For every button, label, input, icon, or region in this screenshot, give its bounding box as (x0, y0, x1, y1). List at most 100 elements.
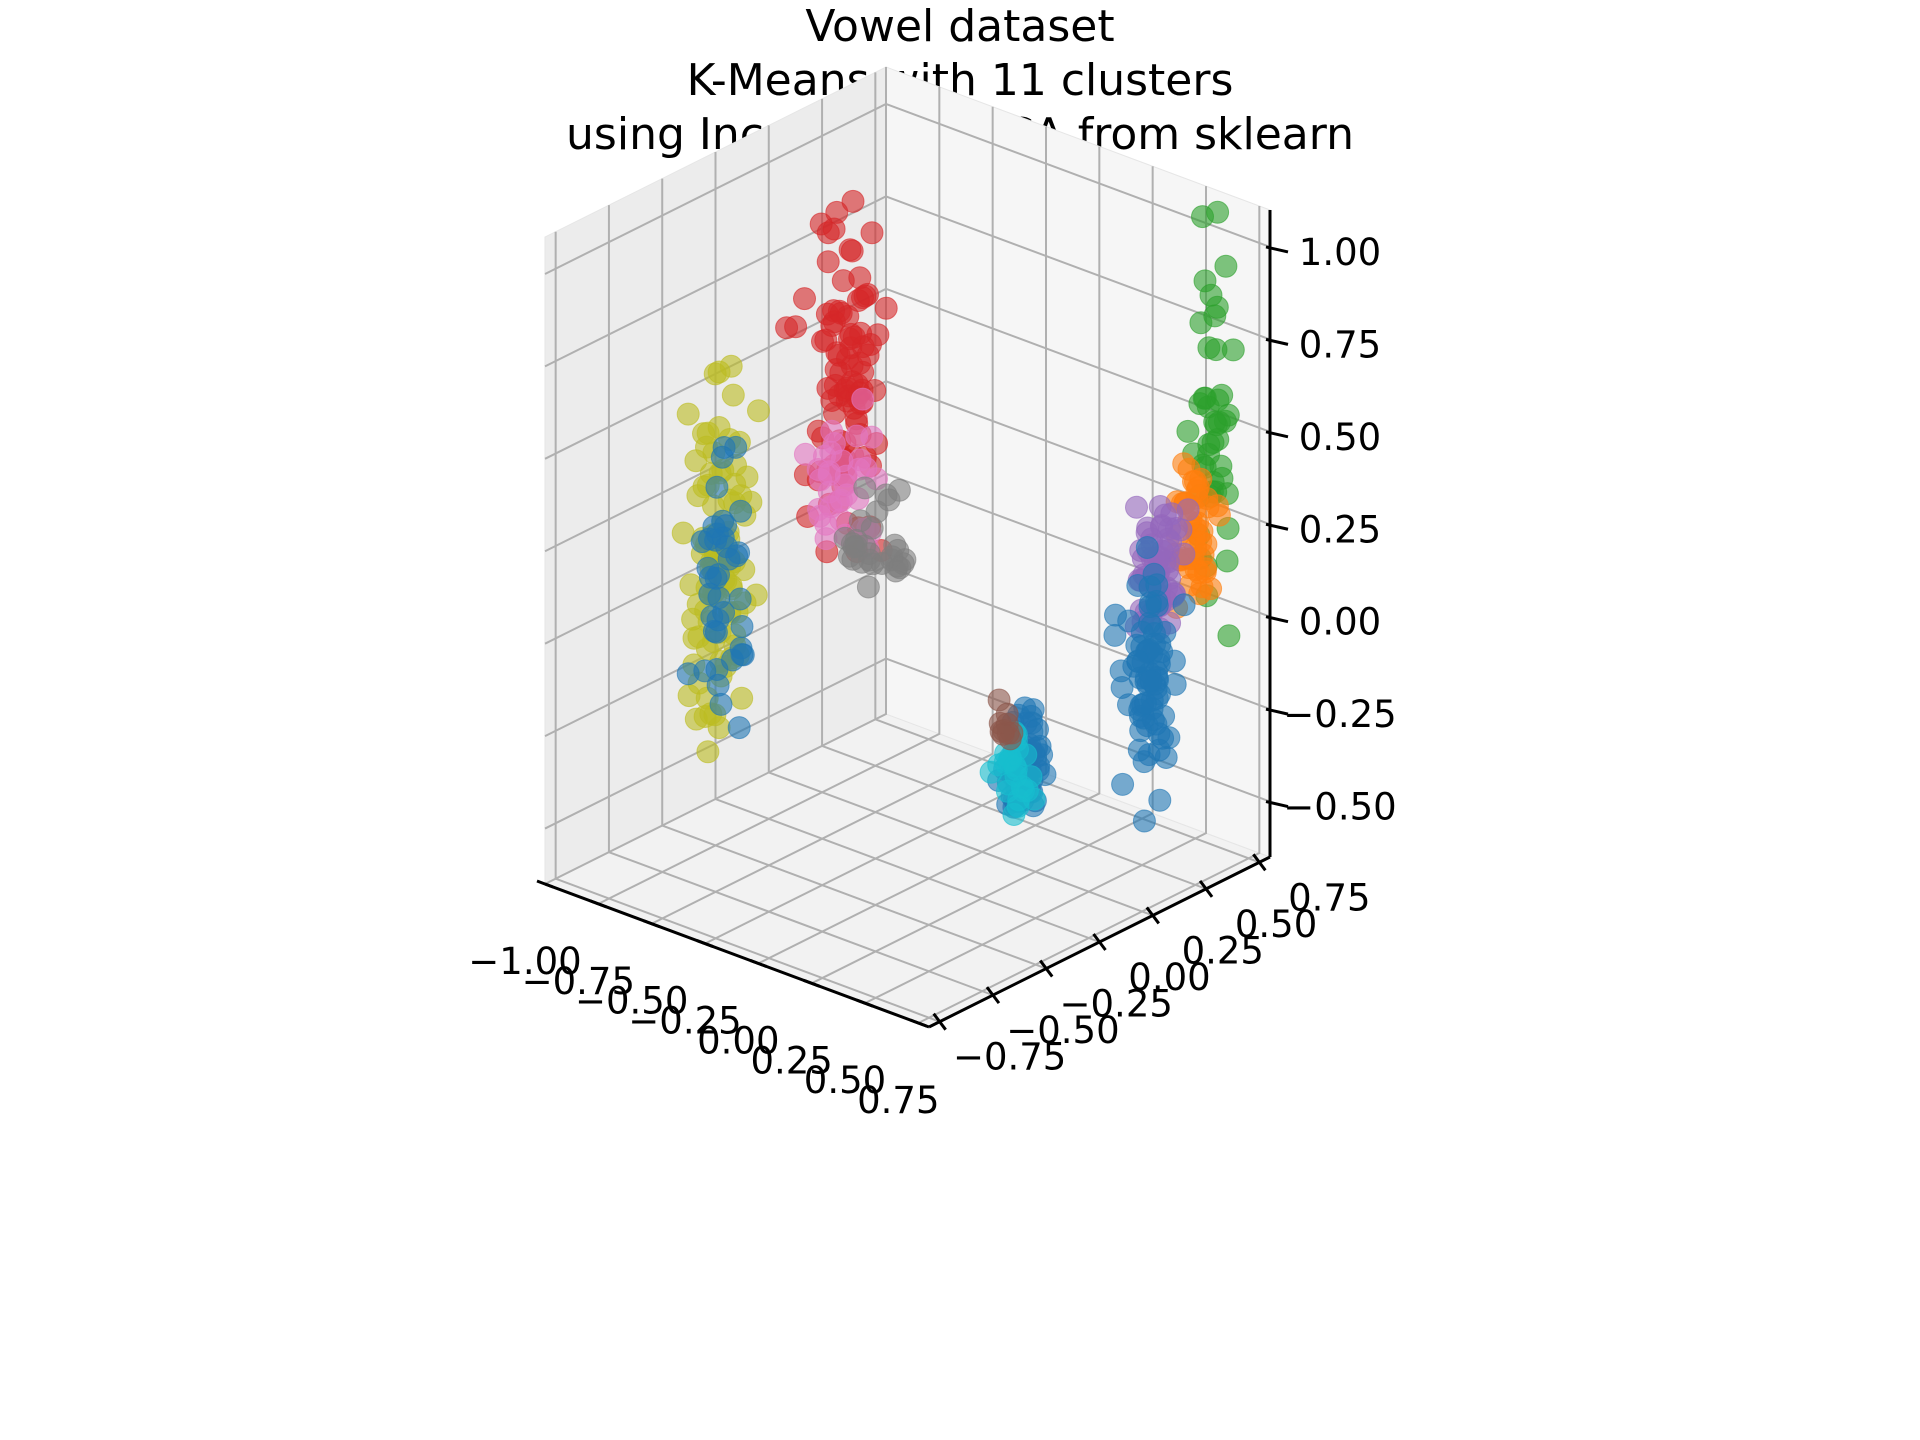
scatter-point (747, 399, 770, 423)
tick-labels: −1.00−0.75−0.50−0.250.000.250.500.75−0.7… (468, 231, 1396, 1122)
scatter-point (846, 289, 870, 312)
scatter-point (995, 702, 1019, 726)
scatter-point (816, 250, 840, 274)
x-tick-label: 0.00 (697, 1019, 779, 1062)
x-tick-mark (856, 998, 874, 1008)
scatter-point (1203, 304, 1227, 328)
scatter-point (686, 484, 710, 508)
grid-line-z (544, 287, 1271, 460)
scatter-point (1172, 593, 1196, 617)
x-tick-mark (536, 879, 554, 889)
axis-lines (536, 210, 1289, 1031)
z-tick-label: 0.75 (1299, 323, 1381, 366)
x-tick-label: 0.25 (750, 1039, 832, 1082)
scatter-point (1205, 494, 1229, 518)
x-tick-label: −1.00 (468, 940, 581, 983)
z-tick-label: 0.50 (1299, 416, 1381, 459)
grid-line-z (544, 102, 1271, 275)
z-tick-mark (1265, 707, 1289, 716)
scatter-point (1184, 558, 1208, 581)
grid-line-x (651, 106, 994, 925)
grid-line-x (544, 67, 887, 885)
scatter-point (714, 514, 738, 538)
scatter-point (1215, 549, 1239, 573)
scatter-point (874, 296, 898, 320)
y-tick-label: −0.50 (1006, 1009, 1119, 1052)
x-tick-mark (749, 959, 767, 968)
scatter-point (676, 662, 700, 686)
scatter-point (709, 692, 733, 716)
scatter-point (1210, 383, 1234, 407)
x-tick-label: 0.50 (804, 1059, 886, 1102)
scatter-point (888, 556, 912, 580)
scatter-point (859, 333, 882, 356)
scatter-point (793, 287, 816, 311)
scatter-point (1203, 410, 1227, 434)
scatter-point (705, 658, 729, 681)
scatter-point (1143, 622, 1166, 645)
scatter-point (1134, 691, 1157, 715)
scatter-point (696, 740, 720, 764)
scatter-point (840, 239, 864, 263)
x-tick-mark (589, 899, 607, 909)
scatter-point (696, 556, 720, 580)
scatter-point (979, 760, 1003, 784)
z-tick-mark (1265, 245, 1289, 254)
scatter-point (1156, 527, 1180, 551)
z-tick-label: −0.25 (1283, 693, 1396, 736)
scatter-point (717, 547, 741, 571)
scatter-point (730, 615, 754, 638)
scatter-point (784, 315, 808, 339)
z-tick-label: 0.00 (1299, 601, 1381, 644)
grid-line-y (661, 178, 1047, 970)
x-tick-label: −0.50 (575, 980, 688, 1023)
scatter-point (1145, 573, 1169, 597)
scatter-point (729, 499, 753, 523)
x-tick-mark (909, 1018, 927, 1028)
grid-line-x (597, 86, 941, 905)
scatter-point (1132, 809, 1156, 833)
z-tick-mark (1265, 337, 1289, 346)
scatter-point (1217, 624, 1241, 648)
scatter-point (704, 620, 728, 644)
scatter-point (676, 402, 700, 426)
scatter-point (1186, 476, 1210, 500)
y-tick-label: 0.25 (1182, 929, 1264, 972)
scatter-point (819, 495, 843, 519)
scatter-point (841, 189, 865, 213)
scatter-point (1197, 442, 1220, 466)
scatter-point (730, 686, 754, 710)
x-tick-mark (643, 919, 661, 929)
scatter-point (860, 425, 884, 449)
scatter-point (816, 376, 840, 400)
scatter-point (1172, 452, 1196, 476)
scatter-point (1172, 542, 1196, 566)
scatter-point (1007, 788, 1031, 812)
y-tick-mark (1145, 906, 1160, 925)
scatter-point (721, 383, 745, 407)
grid-line-y (554, 231, 941, 1023)
scatter-point (710, 445, 734, 469)
y-tick-label: −0.25 (1060, 983, 1173, 1026)
z-tick-label: 0.25 (1299, 508, 1381, 551)
scatter-point (827, 299, 851, 323)
scatter-point (1176, 419, 1200, 443)
scatter-point (707, 360, 731, 384)
scatter-point (712, 601, 736, 624)
scatter-point (839, 322, 863, 346)
z-tick-label: 1.00 (1299, 231, 1381, 274)
scatter-point (1117, 609, 1141, 633)
scatter-point (856, 575, 880, 599)
scatter-point (1127, 738, 1151, 762)
y-tick-mark (985, 986, 1001, 1005)
x-tick-mark (696, 939, 714, 948)
scatter-point (1139, 669, 1163, 693)
scatter-point (1191, 205, 1214, 229)
grid-line-y (767, 125, 1154, 917)
grid-line-x (757, 146, 1101, 965)
grid-line-z (544, 195, 1271, 368)
z-tick-mark (1265, 615, 1289, 624)
x-tick-label: −0.75 (522, 960, 635, 1003)
grid-line-z (544, 380, 1271, 553)
